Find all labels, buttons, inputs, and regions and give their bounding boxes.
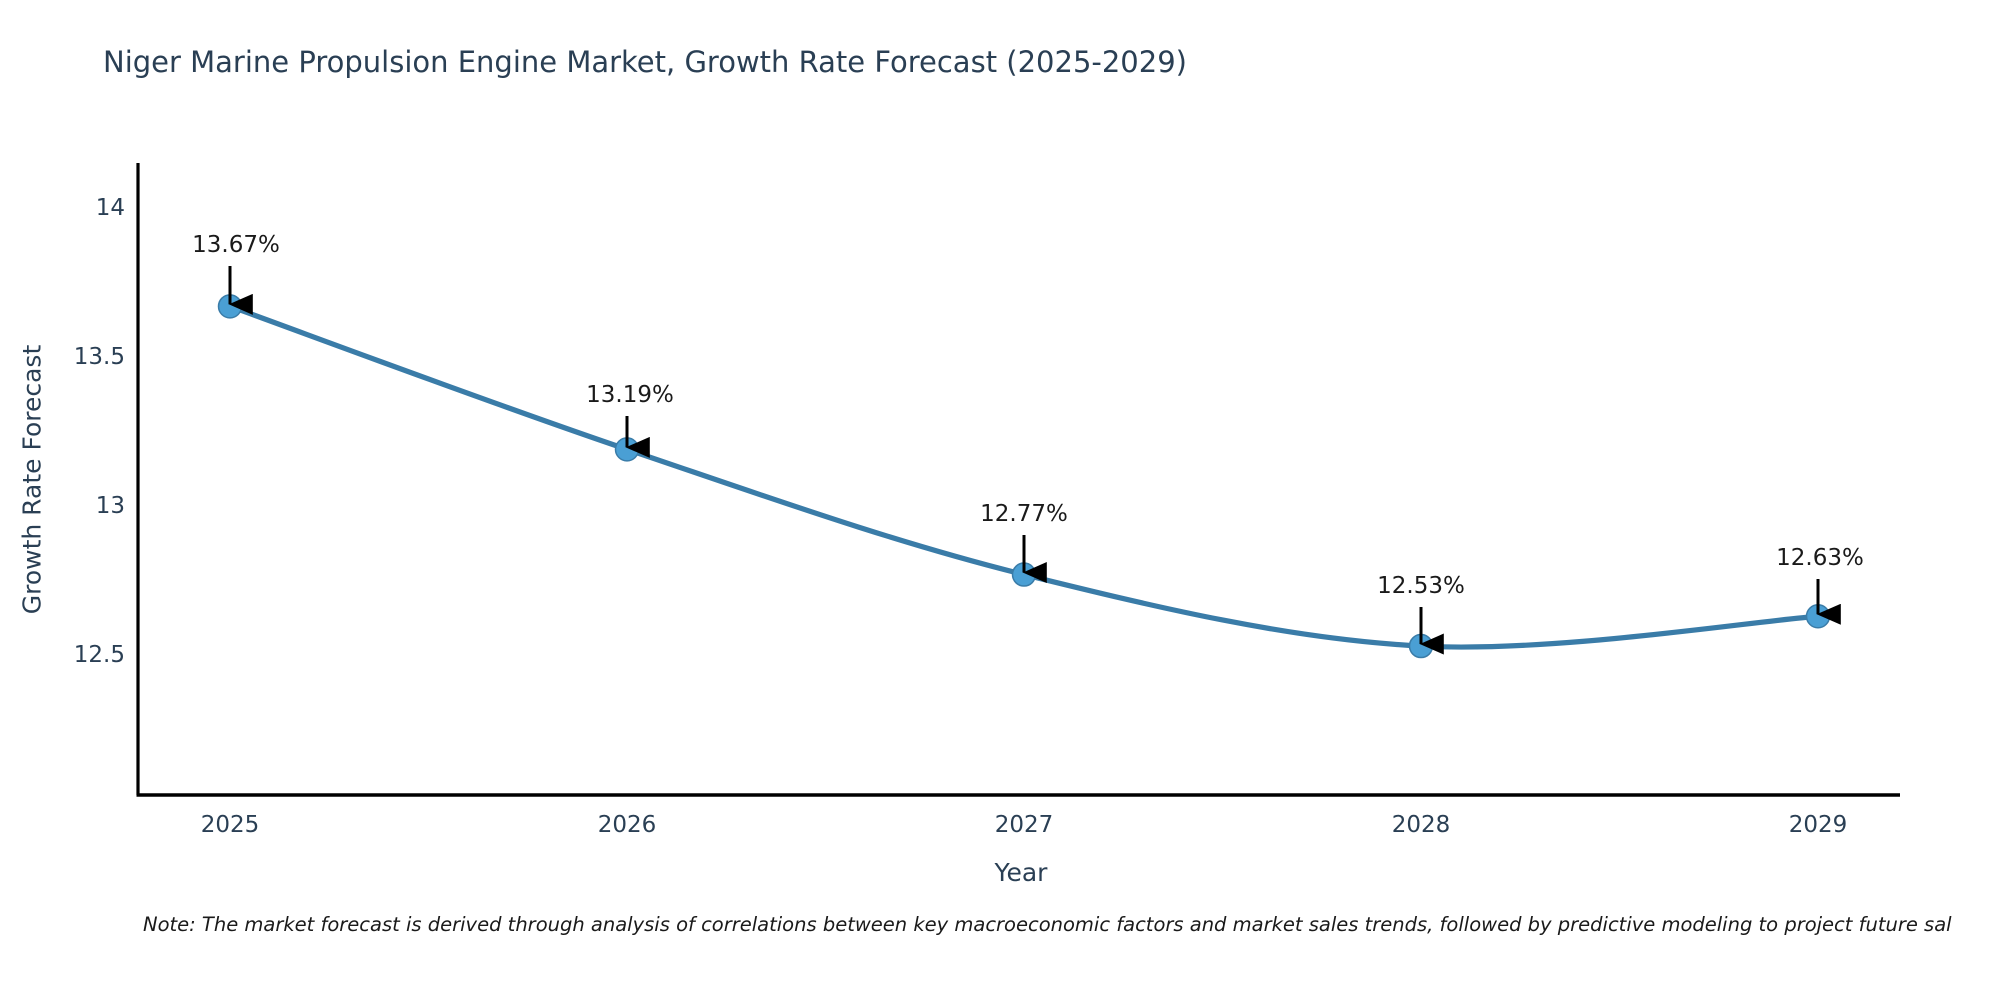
x-tick-label: 2025 (200, 812, 260, 838)
y-tick-label: 13 (95, 493, 125, 519)
y-tick-label: 14 (95, 195, 125, 221)
y-tick-label: 12.5 (73, 642, 125, 668)
annotation-arrows (228, 266, 1841, 655)
data-point-annotation: 12.63% (1776, 545, 1864, 571)
data-point-annotation: 12.53% (1377, 573, 1465, 599)
data-point-annotation: 13.19% (586, 382, 674, 408)
x-tick-label: 2027 (994, 812, 1054, 838)
x-tick-label: 2026 (597, 812, 657, 838)
x-tick-label: 2029 (1788, 812, 1848, 838)
y-axis-tick-labels: 14 13.5 13 12.5 (0, 0, 125, 1000)
x-axis-title: Year (994, 858, 1048, 887)
data-point-annotation: 13.67% (192, 232, 280, 258)
chart-footnote: Note: The market forecast is derived thr… (143, 913, 1952, 936)
data-point-annotation: 12.77% (980, 501, 1068, 527)
chart-title: Niger Marine Propulsion Engine Market, G… (103, 45, 1187, 79)
data-series-line (227, 303, 1821, 650)
x-tick-label: 2028 (1391, 812, 1451, 838)
y-tick-label: 13.5 (73, 344, 125, 370)
data-point-markers (217, 294, 1831, 659)
